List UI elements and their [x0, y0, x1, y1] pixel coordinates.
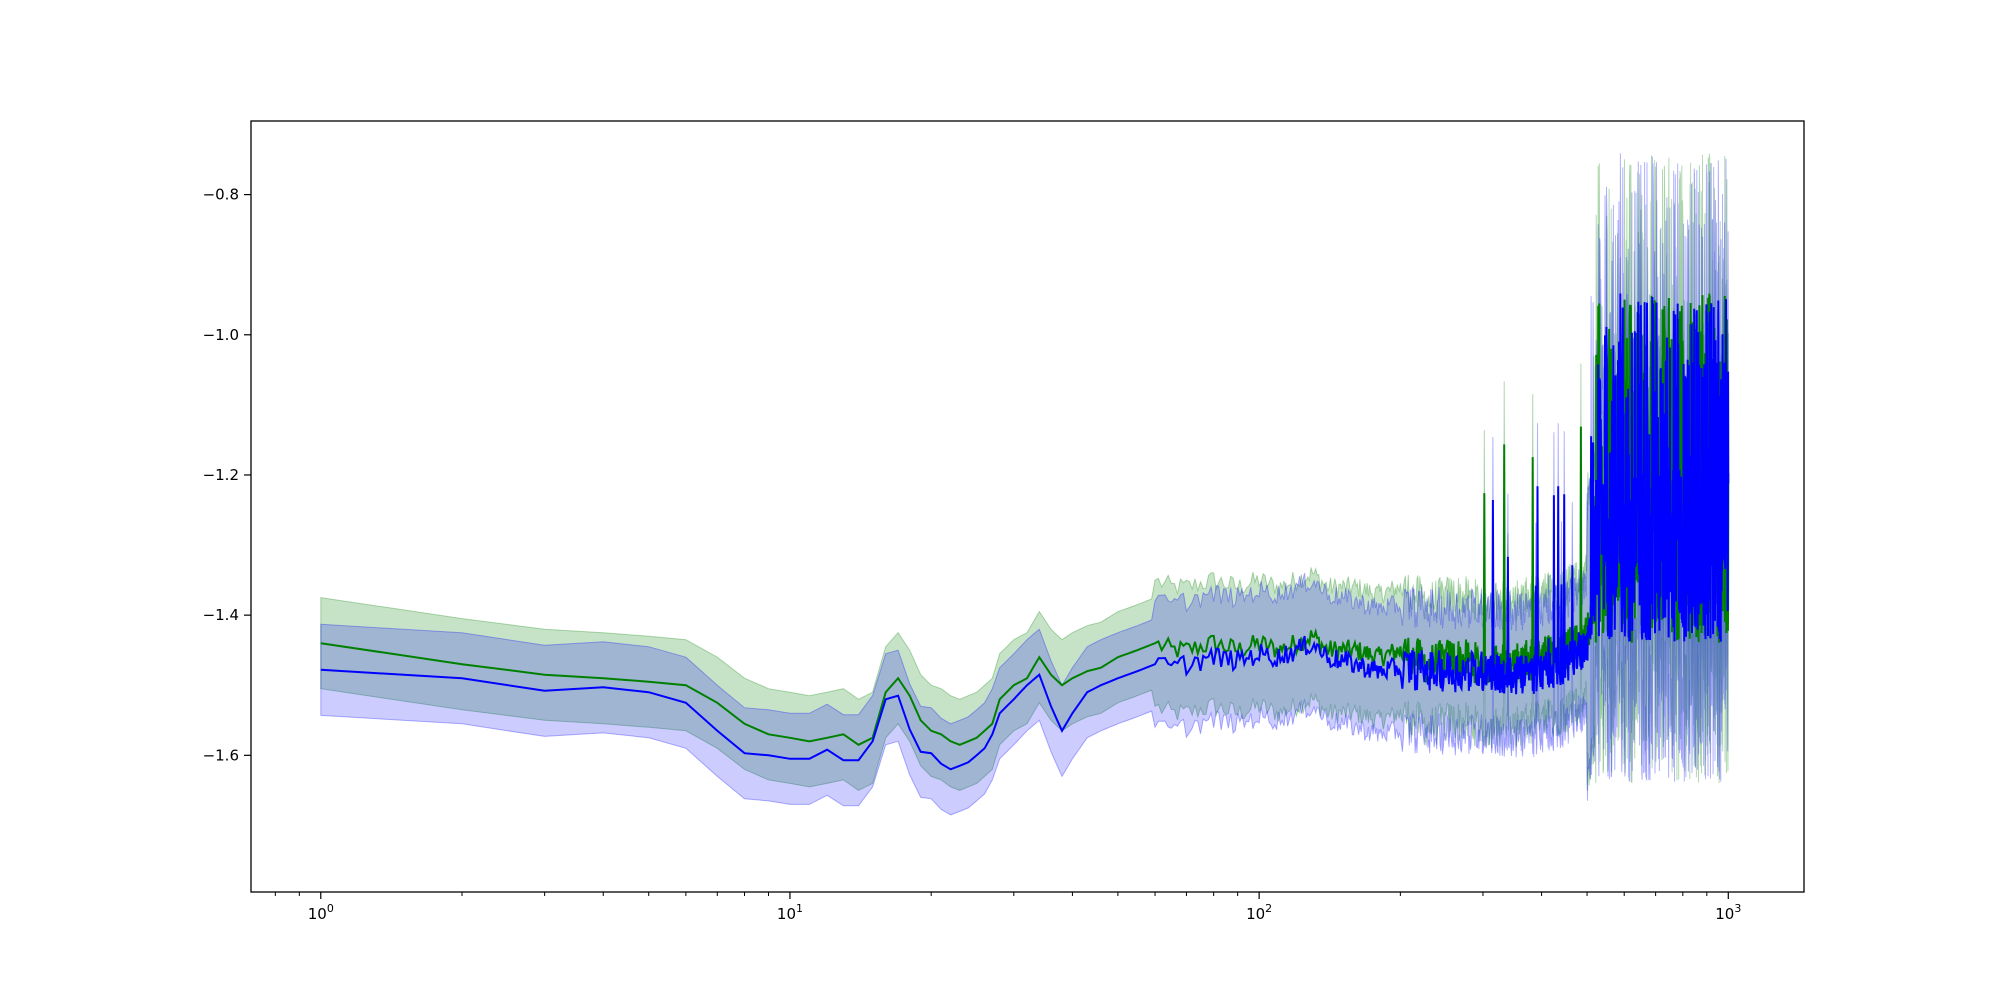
x-tick-exp-2: 2: [1265, 902, 1272, 915]
y-tick-label-0: −1.6: [203, 746, 239, 764]
y-tick-label-4: −0.8: [203, 186, 239, 204]
x-tick-exp-3: 3: [1734, 902, 1741, 915]
x-tick-label-0: 100: [308, 902, 334, 923]
plot-frame: [250, 120, 1805, 893]
x-tick-label-2: 102: [1246, 902, 1272, 923]
x-axis: 100 101 102 103: [274, 892, 1741, 923]
y-tick-label-2: −1.2: [203, 466, 239, 484]
x-tick-base-1: 10: [777, 905, 796, 923]
y-tick-label-1: −1.4: [203, 606, 239, 624]
x-tick-exp-1: 1: [796, 902, 803, 915]
x-tick-label-3: 103: [1715, 902, 1741, 923]
y-axis: −1.6 −1.4 −1.2 −1.0 −0.8: [203, 186, 251, 764]
x-tick-exp-0: 0: [327, 902, 334, 915]
x-tick-base-3: 10: [1715, 905, 1734, 923]
series-line-1: [320, 293, 1730, 771]
x-tick-label-1: 101: [777, 902, 803, 923]
x-tick-base-0: 10: [308, 905, 327, 923]
series-lines: [320, 293, 1730, 771]
y-tick-label-3: −1.0: [203, 326, 239, 344]
x-tick-base-2: 10: [1246, 905, 1265, 923]
